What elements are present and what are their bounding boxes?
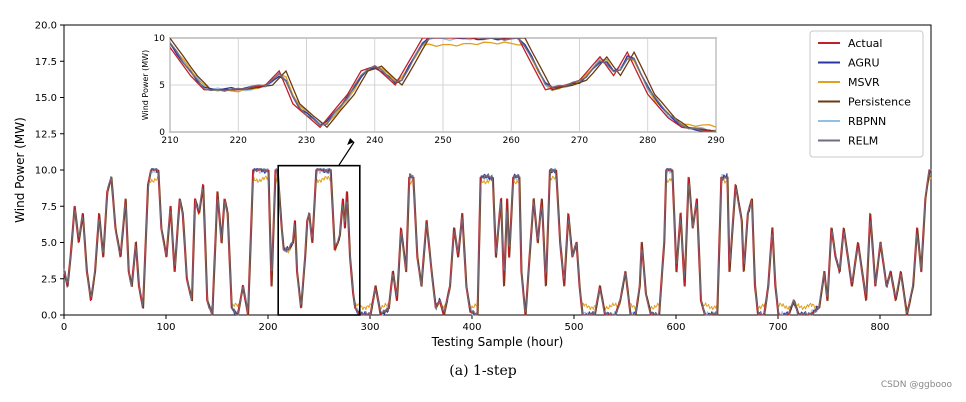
legend-label-actual: Actual	[848, 37, 882, 50]
legend-label-agru: AGRU	[848, 57, 880, 70]
inset-series-line-relm	[170, 38, 716, 132]
zoom-region-box	[277, 164, 361, 316]
x-tick-label: 200	[258, 322, 277, 333]
y-tick-label: 12.5	[35, 129, 57, 140]
inset-x-tick-label: 260	[503, 136, 520, 146]
y-tick-label: 17.5	[35, 57, 57, 68]
watermark: CSDN @ggbooo	[880, 380, 952, 390]
inset-x-tick-label: 270	[571, 136, 588, 146]
y-axis-label: Wind Power (MW)	[13, 117, 27, 223]
inset-x-tick-label: 210	[161, 136, 178, 146]
y-tick-label: 0.0	[41, 311, 57, 322]
zoom-arrow-line	[338, 141, 355, 166]
y-tick-label: 15.0	[35, 93, 57, 104]
x-tick-label: 300	[360, 322, 379, 333]
inset-x-tick-label: 250	[434, 136, 451, 146]
x-tick-label: 0	[61, 322, 67, 333]
y-tick-label: 10.0	[35, 166, 57, 177]
x-axis-label: Testing Sample (hour)	[431, 335, 564, 349]
inset-x-tick-label: 220	[230, 136, 247, 146]
series-line-relm	[63, 168, 932, 316]
legend-label-msvr: MSVR	[848, 76, 880, 89]
y-tick-label: 7.5	[41, 202, 57, 213]
figure-caption: (a) 1-step	[449, 363, 517, 379]
main-series-lines	[63, 168, 932, 316]
x-tick-label: 600	[666, 322, 685, 333]
legend-label-persistence: Persistence	[848, 96, 911, 109]
y-tick-label: 2.5	[41, 274, 57, 285]
inset-y-tick-label: 10	[154, 34, 166, 44]
inset-y-tick-label: 5	[159, 81, 165, 91]
zoom-box	[277, 138, 361, 316]
x-tick-label: 700	[768, 322, 787, 333]
x-tick-label: 800	[870, 322, 889, 333]
legend-label-rbpnn: RBPNN	[848, 115, 886, 128]
inset-x-tick-label: 290	[707, 136, 724, 146]
x-tick-label: 100	[156, 322, 175, 333]
inset-x-tick-label: 230	[298, 136, 315, 146]
inset-series-lines	[170, 38, 716, 132]
zoom-arrow-head	[347, 138, 355, 145]
legend-label-relm: RELM	[848, 135, 878, 148]
y-tick-label: 5.0	[41, 238, 57, 249]
legend: Actual AGRU MSVR Persistence RBPNN RELM	[809, 30, 924, 158]
y-tick-label: 20.0	[35, 21, 57, 32]
inset-y-tick-label: 0	[159, 128, 165, 138]
x-tick-label: 500	[564, 322, 583, 333]
inset-x-tick-label: 280	[639, 136, 656, 146]
x-tick-label: 400	[462, 322, 481, 333]
inset-x-tick-label: 240	[366, 136, 383, 146]
inset-series-line-persistence	[170, 38, 716, 132]
inset-y-axis-label: Wind Power (MW)	[141, 50, 150, 120]
